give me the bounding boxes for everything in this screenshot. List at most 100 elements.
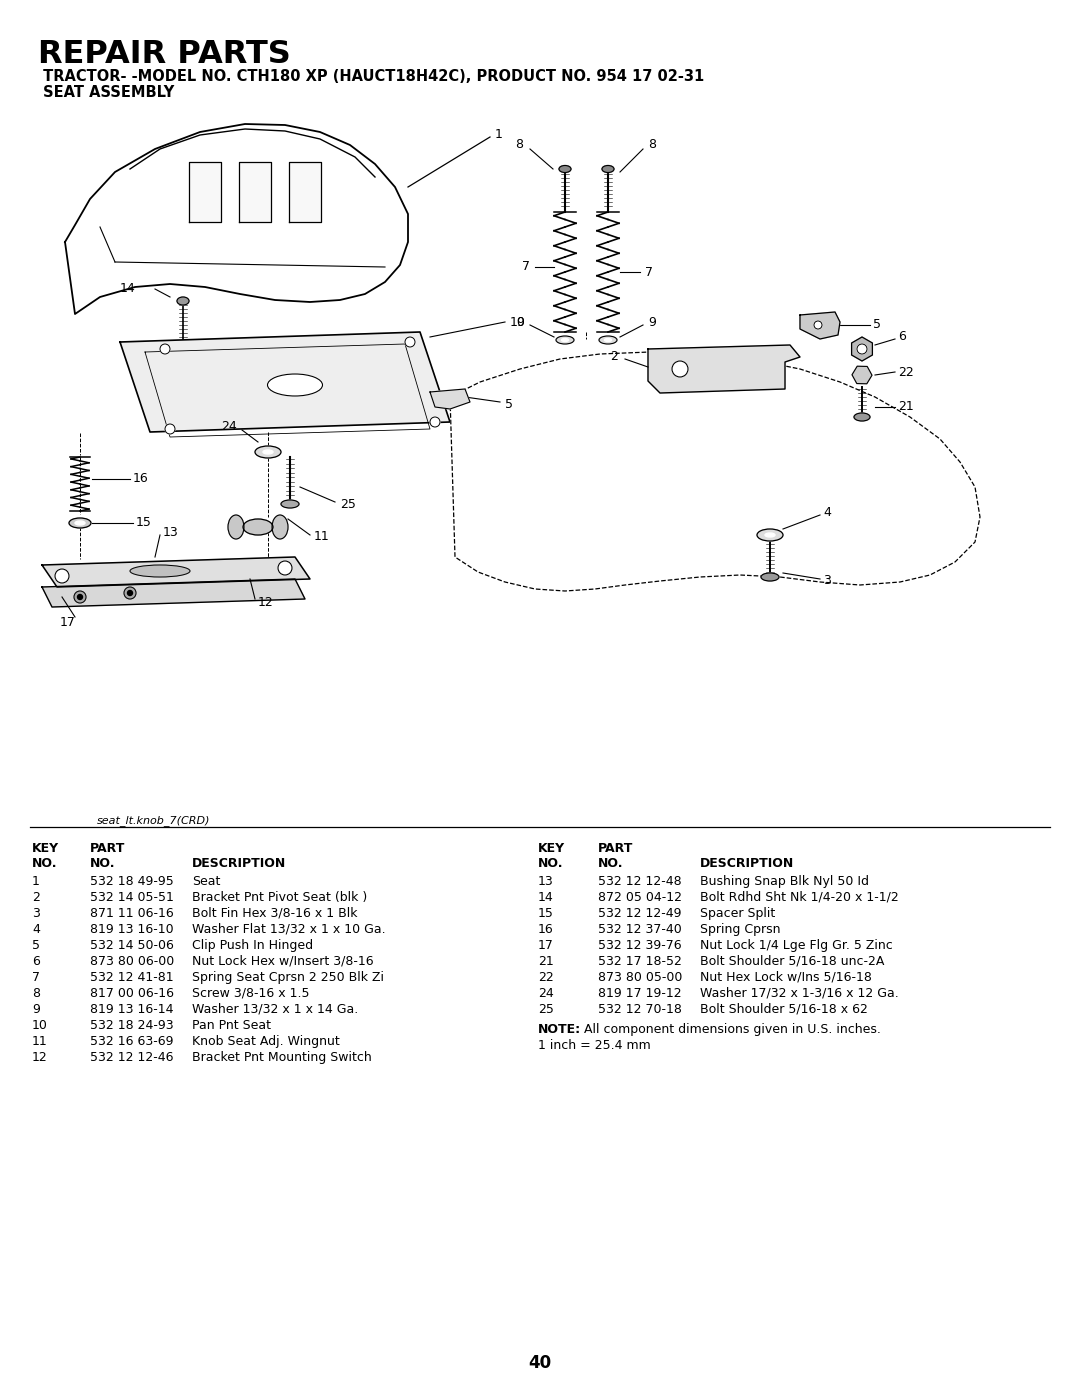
Circle shape (165, 425, 175, 434)
Text: 25: 25 (538, 1003, 554, 1016)
Ellipse shape (177, 298, 189, 305)
Ellipse shape (765, 534, 775, 536)
Text: TRACTOR- -MODEL NO. CTH180 XP (HAUCT18H42C), PRODUCT NO. 954 17 02-31: TRACTOR- -MODEL NO. CTH180 XP (HAUCT18H4… (38, 68, 704, 84)
Text: 13: 13 (163, 525, 179, 538)
Text: seat_lt.knob_7(CRD): seat_lt.knob_7(CRD) (97, 814, 211, 826)
Text: 4: 4 (823, 507, 831, 520)
Text: 10: 10 (510, 316, 526, 328)
Text: 2: 2 (610, 351, 618, 363)
Circle shape (278, 562, 292, 576)
Circle shape (405, 337, 415, 346)
Text: NO.: NO. (538, 856, 564, 870)
Text: 8: 8 (515, 138, 523, 151)
Text: DESCRIPTION: DESCRIPTION (700, 856, 794, 870)
Ellipse shape (255, 446, 281, 458)
Text: 22: 22 (897, 366, 914, 379)
Text: 24: 24 (538, 988, 554, 1000)
Text: Bushing Snap Blk Nyl 50 Id: Bushing Snap Blk Nyl 50 Id (700, 875, 869, 888)
Ellipse shape (264, 450, 273, 454)
Text: NO.: NO. (32, 856, 57, 870)
Text: 21: 21 (897, 401, 914, 414)
Ellipse shape (268, 374, 323, 395)
Ellipse shape (602, 165, 615, 172)
Text: 21: 21 (538, 956, 554, 968)
Ellipse shape (556, 337, 573, 344)
Text: Seat: Seat (192, 875, 220, 888)
Circle shape (75, 591, 86, 604)
Text: 532 18 24-93: 532 18 24-93 (90, 1018, 174, 1032)
Text: 532 12 37-40: 532 12 37-40 (598, 923, 681, 936)
Circle shape (124, 587, 136, 599)
Ellipse shape (130, 564, 190, 577)
Text: 819 17 19-12: 819 17 19-12 (598, 988, 681, 1000)
Text: 8: 8 (32, 988, 40, 1000)
Text: Washer 17/32 x 1-3/16 x 12 Ga.: Washer 17/32 x 1-3/16 x 12 Ga. (700, 988, 899, 1000)
Polygon shape (120, 332, 450, 432)
Text: 17: 17 (60, 616, 76, 629)
Text: KEY: KEY (538, 842, 565, 855)
Ellipse shape (243, 520, 273, 535)
Text: KEY: KEY (32, 842, 59, 855)
Ellipse shape (75, 521, 85, 525)
Text: 15: 15 (538, 907, 554, 921)
Text: 12: 12 (32, 1051, 48, 1065)
Text: 14: 14 (119, 282, 135, 296)
Text: 532 16 63-69: 532 16 63-69 (90, 1035, 174, 1048)
Text: 532 12 12-46: 532 12 12-46 (90, 1051, 174, 1065)
Text: Spacer Split: Spacer Split (700, 907, 775, 921)
Circle shape (672, 360, 688, 377)
Text: Nut Hex Lock w/Ins 5/16-18: Nut Hex Lock w/Ins 5/16-18 (700, 971, 872, 983)
Text: 8: 8 (648, 138, 656, 151)
Text: 40: 40 (528, 1354, 552, 1372)
Text: NO.: NO. (90, 856, 116, 870)
Text: 817 00 06-16: 817 00 06-16 (90, 988, 174, 1000)
Text: Knob Seat Adj. Wingnut: Knob Seat Adj. Wingnut (192, 1035, 340, 1048)
Circle shape (78, 595, 82, 599)
Text: 3: 3 (32, 907, 40, 921)
Ellipse shape (228, 515, 244, 539)
Text: Screw 3/8-16 x 1.5: Screw 3/8-16 x 1.5 (192, 988, 310, 1000)
Text: Pan Pnt Seat: Pan Pnt Seat (192, 1018, 271, 1032)
Text: 873 80 06-00: 873 80 06-00 (90, 956, 174, 968)
Circle shape (127, 591, 133, 595)
Text: Spring Seat Cprsn 2 250 Blk Zi: Spring Seat Cprsn 2 250 Blk Zi (192, 971, 384, 983)
Polygon shape (42, 578, 305, 608)
Text: 532 12 12-49: 532 12 12-49 (598, 907, 681, 921)
Text: 13: 13 (538, 875, 554, 888)
Text: All component dimensions given in U.S. inches.: All component dimensions given in U.S. i… (580, 1023, 881, 1037)
Text: 5: 5 (873, 319, 881, 331)
Text: 873 80 05-00: 873 80 05-00 (598, 971, 683, 983)
Text: 9: 9 (648, 316, 656, 328)
Text: 5: 5 (32, 939, 40, 951)
Text: REPAIR PARTS: REPAIR PARTS (38, 39, 291, 70)
Text: 532 14 05-51: 532 14 05-51 (90, 891, 174, 904)
Text: Bolt Shoulder 5/16-18 unc-2A: Bolt Shoulder 5/16-18 unc-2A (700, 956, 885, 968)
Text: 12: 12 (258, 595, 273, 609)
Text: 1: 1 (495, 129, 503, 141)
Text: 10: 10 (32, 1018, 48, 1032)
Ellipse shape (272, 515, 288, 539)
Polygon shape (289, 162, 321, 222)
Text: 1: 1 (32, 875, 40, 888)
Ellipse shape (562, 338, 568, 341)
Polygon shape (648, 345, 800, 393)
Text: 11: 11 (314, 531, 329, 543)
Text: 22: 22 (538, 971, 554, 983)
Text: 819 13 16-14: 819 13 16-14 (90, 1003, 174, 1016)
Polygon shape (430, 388, 470, 409)
Text: 24: 24 (221, 420, 237, 433)
Polygon shape (42, 557, 310, 587)
Text: 871 11 06-16: 871 11 06-16 (90, 907, 174, 921)
Text: SEAT ASSEMBLY: SEAT ASSEMBLY (38, 85, 174, 101)
Ellipse shape (757, 529, 783, 541)
Text: 7: 7 (522, 260, 530, 274)
Text: 2: 2 (32, 891, 40, 904)
Text: Washer Flat 13/32 x 1 x 10 Ga.: Washer Flat 13/32 x 1 x 10 Ga. (192, 923, 386, 936)
Text: 532 12 39-76: 532 12 39-76 (598, 939, 681, 951)
Text: PART: PART (90, 842, 125, 855)
Ellipse shape (559, 165, 571, 172)
Text: 9: 9 (516, 316, 524, 328)
Text: 5: 5 (505, 398, 513, 411)
Text: Spring Cprsn: Spring Cprsn (700, 923, 781, 936)
Text: Nut Lock 1/4 Lge Flg Gr. 5 Zinc: Nut Lock 1/4 Lge Flg Gr. 5 Zinc (700, 939, 893, 951)
